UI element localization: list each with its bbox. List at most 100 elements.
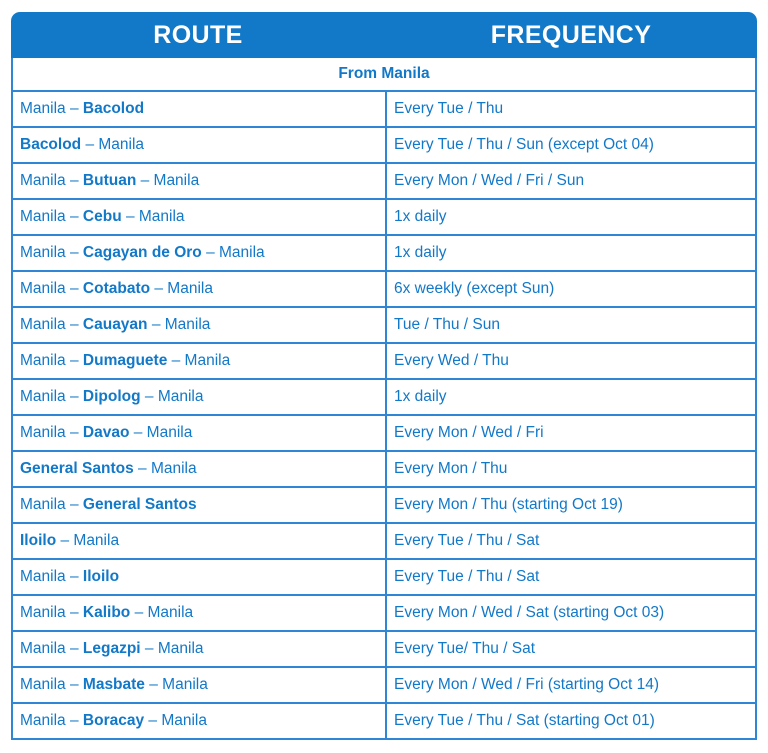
route-segment: Manila – — [20, 496, 83, 513]
frequency-cell: Every Mon / Wed / Sat (starting Oct 03) — [387, 596, 755, 630]
route-segment: Manila — [98, 136, 145, 153]
route-text: Manila – Butuan – Manila — [20, 172, 199, 190]
frequency-text: 1x daily — [394, 244, 447, 261]
section-header-label: From Manila — [338, 65, 430, 82]
route-cell: Bacolod – Manila — [13, 128, 387, 162]
route-destination: Butuan — [82, 172, 137, 189]
route-cell: Manila – Davao – Manila — [13, 416, 387, 450]
route-segment: Manila — [20, 100, 70, 117]
table-row: Manila – Cagayan de Oro – Manila 1x daily — [11, 236, 757, 272]
route-cell: Manila – Cebu – Manila — [13, 200, 387, 234]
frequency-text: Every Mon / Wed / Sat (starting Oct 03) — [394, 604, 665, 621]
route-cell: Manila – Masbate – Manila — [13, 668, 387, 702]
route-segment: – Manila — [167, 352, 231, 369]
route-segment: – Manila — [144, 676, 208, 693]
table-row: Manila – Davao – Manila Every Mon / Wed /… — [11, 416, 757, 452]
flight-schedule-table: ROUTE FREQUENCY From Manila Manila – Bac… — [11, 12, 757, 740]
route-destination: Iloilo — [20, 532, 57, 549]
frequency-text: 1x daily — [394, 208, 447, 225]
route-destination: General Santos — [20, 460, 134, 477]
table-row: Manila – Dipolog – Manila 1x daily — [11, 380, 757, 416]
route-cell: Manila – Iloilo — [13, 560, 387, 594]
column-header-route: ROUTE — [153, 20, 243, 49]
frequency-cell: Every Mon / Wed / Fri — [387, 416, 755, 450]
route-segment: Manila – — [20, 676, 83, 693]
route-cell: Manila – Butuan – Manila — [13, 164, 387, 198]
frequency-text: Every Tue / Thu / Sat (starting Oct 01) — [394, 712, 655, 729]
table-row: General Santos – Manila Every Mon / Thu — [11, 452, 757, 488]
table-row: Manila – Bacolod Every Tue / Thu — [11, 92, 757, 128]
route-destination: Cagayan de Oro — [82, 244, 202, 261]
route-segment: – Manila — [201, 244, 265, 261]
section-header-row: From Manila — [11, 58, 757, 92]
frequency-cell: Every Wed / Thu — [387, 344, 755, 378]
table-row: Manila – General Santos Every Mon / Thu (… — [11, 488, 757, 524]
route-text: Manila – Iloilo — [20, 568, 119, 586]
route-text: Manila – Dumaguete – Manila — [20, 352, 230, 370]
route-cell: Manila – Cagayan de Oro – Manila — [13, 236, 387, 270]
route-text: Manila – Cotabato – Manila — [20, 280, 213, 298]
route-destination: Bacolod — [82, 100, 145, 117]
route-segment: – Manila — [133, 460, 197, 477]
table-row: Manila – Iloilo Every Tue / Thu / Sat — [11, 560, 757, 596]
route-destination: Iloilo — [82, 568, 120, 585]
route-segment: – Manila — [140, 388, 204, 405]
route-text: Manila – Boracay – Manila — [20, 712, 207, 730]
route-segment: – — [69, 100, 83, 117]
route-destination: Dipolog — [82, 388, 141, 405]
frequency-text: Every Tue / Thu / Sun (except Oct 04) — [394, 136, 654, 153]
route-segment: – Manila — [129, 424, 193, 441]
frequency-cell: Every Tue / Thu / Sat — [387, 524, 755, 558]
frequency-cell: Every Mon / Wed / Fri / Sun — [387, 164, 755, 198]
frequency-cell: 1x daily — [387, 200, 755, 234]
table-row: Manila – Butuan – Manila Every Mon / Wed … — [11, 164, 757, 200]
frequency-text: Every Tue / Thu — [394, 100, 504, 117]
route-text: Manila – Davao – Manila — [20, 424, 192, 442]
frequency-text: 6x weekly (except Sun) — [394, 280, 555, 297]
route-destination: Davao — [82, 424, 130, 441]
table-row: Manila – Legazpi – Manila Every Tue/ Thu … — [11, 632, 757, 668]
route-segment: Manila – — [20, 352, 83, 369]
frequency-text: 1x daily — [394, 388, 447, 405]
route-cell: Manila – Legazpi – Manila — [13, 632, 387, 666]
route-segment: Manila – — [20, 244, 83, 261]
route-destination: Cauayan — [82, 316, 148, 333]
route-segment: – Manila — [147, 316, 211, 333]
route-text: Bacolod – Manila — [20, 136, 144, 154]
route-segment: – Manila — [150, 280, 213, 297]
table-body: Manila – Bacolod Every Tue / Thu Bacolod –… — [11, 92, 757, 740]
route-cell: Manila – Dipolog – Manila — [13, 380, 387, 414]
frequency-cell: 1x daily — [387, 380, 755, 414]
route-destination: Dumaguete — [82, 352, 168, 369]
route-segment: – Manila — [130, 604, 194, 621]
frequency-cell: Tue / Thu / Sun — [387, 308, 755, 342]
route-segment: Manila – — [20, 568, 83, 585]
frequency-cell: Every Tue/ Thu / Sat — [387, 632, 755, 666]
frequency-cell: Every Mon / Wed / Fri (starting Oct 14) — [387, 668, 755, 702]
route-text: Manila – Masbate – Manila — [20, 676, 208, 694]
table-row: Manila – Cauayan – Manila Tue / Thu / Sun — [11, 308, 757, 344]
frequency-cell: Every Mon / Thu — [387, 452, 755, 486]
frequency-text: Every Mon / Wed / Fri (starting Oct 14) — [394, 676, 660, 693]
route-destination: Legazpi — [82, 640, 141, 657]
route-segment: Manila – — [20, 640, 83, 657]
route-destination: Cebu — [82, 208, 122, 225]
table-row: Manila – Masbate – Manila Every Mon / Wed… — [11, 668, 757, 704]
route-cell: Manila – Dumaguete – Manila — [13, 344, 387, 378]
route-segment: – Manila — [140, 640, 204, 657]
frequency-text: Every Mon / Thu (starting Oct 19) — [394, 496, 623, 513]
route-destination: General Santos — [82, 496, 197, 513]
route-segment: – Manila — [56, 532, 120, 549]
frequency-cell: Every Tue / Thu / Sun (except Oct 04) — [387, 128, 755, 162]
route-destination: Masbate — [82, 676, 145, 693]
route-text: Manila – Dipolog – Manila — [20, 388, 204, 406]
frequency-text: Tue / Thu / Sun — [394, 316, 500, 333]
route-text: Manila – Kalibo – Manila — [20, 604, 193, 622]
route-text: Manila – Cebu – Manila — [20, 208, 185, 226]
frequency-cell: Every Tue / Thu / Sat (starting Oct 01) — [387, 704, 755, 738]
route-segment: – Manila — [136, 172, 200, 189]
route-segment: Manila – — [20, 424, 83, 441]
route-destination: Kalibo — [82, 604, 131, 621]
route-text: Manila – Cauayan – Manila — [20, 316, 210, 334]
route-destination: Cotabato — [82, 280, 151, 297]
